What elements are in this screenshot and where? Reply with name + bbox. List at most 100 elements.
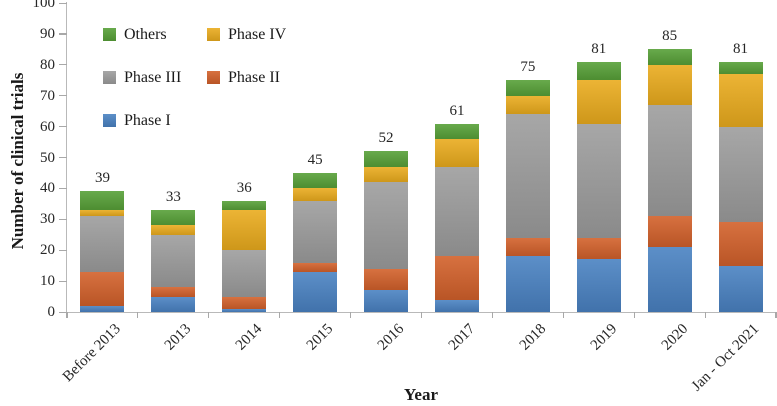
bar-total-label: 45	[307, 151, 323, 168]
bar-segment-phase-iii	[364, 182, 409, 269]
y-tick-label: 50	[40, 149, 55, 166]
x-tick-label: 2013	[162, 321, 195, 354]
x-tick-label: 2014	[233, 321, 266, 354]
x-tick-label: 2017	[445, 321, 479, 354]
bar-segment-phase-iii	[576, 123, 621, 238]
legend-label: Phase I	[124, 112, 171, 129]
bar-total-label: 39	[94, 170, 110, 187]
legend-item-phase-i: Phase I	[103, 112, 171, 129]
bar-segment-phase-iv	[364, 166, 409, 183]
x-tick-label: 2015	[303, 321, 337, 354]
bar-total-label: 61	[449, 102, 465, 119]
legend-label: Others	[124, 26, 167, 43]
legend-item-others: Others	[103, 26, 167, 43]
legend-item-phase-iii: Phase III	[103, 69, 181, 86]
bar-segment-phase-i	[293, 271, 338, 312]
legend-label: Phase II	[228, 69, 280, 86]
x-tick-mark	[208, 312, 210, 318]
bar-segment-phase-i	[576, 259, 621, 312]
bar-segment-others	[505, 80, 550, 96]
x-tick-mark	[704, 312, 706, 318]
x-tick-mark	[66, 312, 68, 318]
bar-segment-phase-ii	[576, 237, 621, 260]
legend-swatch-icon	[207, 71, 220, 84]
bar-segment-phase-i	[434, 299, 479, 312]
bar-segment-phase-ii	[222, 296, 267, 309]
y-tick-label: 60	[40, 118, 55, 135]
bar-segment-others	[80, 191, 125, 211]
legend-swatch-icon	[207, 28, 220, 41]
bar-segment-phase-iv	[718, 74, 763, 127]
bar-segment-others	[293, 172, 338, 189]
x-axis-title: Year	[404, 385, 438, 404]
bar-total-label: 52	[378, 130, 394, 147]
bar-segment-phase-ii	[364, 268, 409, 291]
bar-segment-phase-iii	[647, 104, 692, 217]
x-tick-mark	[562, 312, 564, 318]
bar-total-label: 33	[165, 189, 181, 206]
legend-swatch-icon	[103, 28, 116, 41]
bar-segment-phase-i	[718, 265, 763, 312]
bar-segment-phase-ii	[293, 262, 338, 272]
y-tick-label: 10	[40, 273, 55, 290]
bar-segment-phase-iv	[576, 80, 621, 124]
y-tick-mark	[59, 311, 67, 313]
bar-segment-phase-ii	[80, 271, 125, 306]
bar-segment-phase-iv	[434, 138, 479, 167]
bar-segment-others	[576, 61, 621, 81]
y-tick-label: 90	[40, 25, 55, 42]
y-tick-mark	[59, 187, 67, 190]
x-tick-mark	[491, 312, 493, 318]
y-tick-label: 0	[47, 304, 56, 320]
bar-segment-phase-i	[505, 256, 550, 312]
bar-segment-phase-iii	[434, 166, 479, 257]
y-tick-mark	[59, 280, 67, 282]
bar-segment-phase-iv	[222, 210, 267, 251]
bar-segment-others	[647, 49, 692, 65]
x-tick-label: Jan - Oct 2021	[688, 321, 762, 395]
bar-total-label: 85	[662, 28, 678, 45]
x-tick-label: 2019	[587, 321, 621, 354]
y-tick-mark	[59, 95, 67, 97]
y-tick-mark	[59, 64, 67, 66]
legend-item-phase-iv: Phase IV	[207, 26, 286, 43]
bar-segment-others	[434, 123, 479, 139]
y-tick-mark	[59, 2, 67, 4]
bar-segment-phase-iii	[222, 250, 267, 297]
y-tick-mark	[59, 126, 67, 128]
y-tick-mark	[59, 218, 67, 220]
bar-segment-others	[222, 200, 267, 211]
y-tick-label: 70	[40, 87, 55, 104]
bar-segment-phase-iv	[505, 95, 550, 115]
legend-label: Phase IV	[228, 26, 287, 43]
x-tick-label: Before 2013	[59, 321, 124, 386]
bar-segment-phase-iii	[293, 200, 338, 263]
bar-segment-phase-iii	[718, 126, 763, 223]
x-tick-mark	[350, 312, 352, 318]
bar-segment-others	[151, 210, 196, 226]
x-tick-mark	[775, 312, 777, 318]
x-tick-mark	[137, 312, 139, 318]
x-tick-label: 2020	[658, 321, 691, 354]
bar-segment-phase-ii	[151, 287, 196, 297]
x-tick-mark	[633, 312, 635, 318]
y-tick-mark	[59, 33, 67, 35]
bar-segment-phase-i	[80, 305, 125, 312]
bar-total-label: 75	[520, 59, 536, 76]
x-tick-label: 2016	[374, 321, 408, 354]
legend-swatch-icon	[103, 71, 116, 84]
bar-total-label: 36	[236, 179, 252, 196]
bar-segment-phase-i	[151, 296, 196, 312]
legend-item-phase-ii: Phase II	[207, 69, 280, 86]
bar-segment-others	[718, 61, 763, 75]
bar-segment-phase-iv	[151, 225, 196, 235]
bar-segment-phase-i	[222, 308, 267, 312]
bar-segment-phase-ii	[434, 256, 479, 300]
bar-segment-phase-iv	[647, 64, 692, 105]
bar-total-label: 81	[733, 40, 749, 57]
bar-segment-phase-ii	[505, 237, 550, 257]
bar-segment-phase-iii	[505, 114, 550, 238]
bar-segment-phase-i	[647, 247, 692, 312]
